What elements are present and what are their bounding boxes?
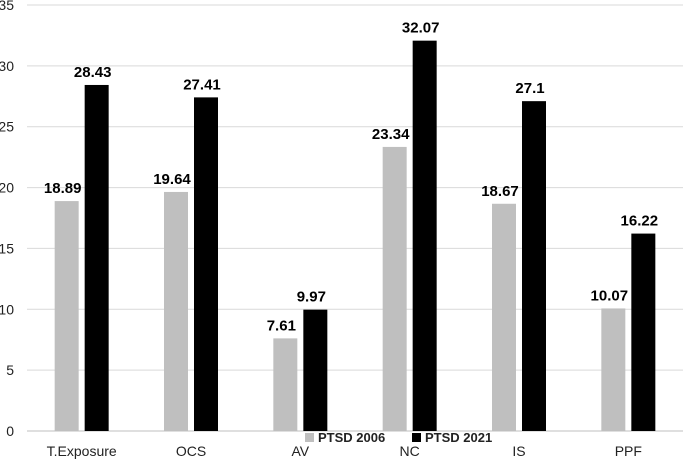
legend: PTSD 2006 PTSD 2021 [305,430,492,445]
data-label: 28.43 [74,64,112,81]
y-tick-label: 15 [0,240,14,256]
y-tick-label: 10 [0,301,14,317]
bar-ptsd-2006-t-exposure [54,201,79,431]
bar-ptsd-2006-ppf [601,308,626,431]
bar-ptsd-2021-ocs [194,97,218,432]
bar-ptsd-2006-av [273,338,298,431]
y-tick-label: 25 [0,119,14,135]
data-label: 27.41 [183,76,221,93]
gridlines [27,4,683,432]
x-axis: T.Exposure OCS AV NC IS PPF [47,443,642,459]
bar-ptsd-2006-is [492,203,516,431]
data-label: 27.1 [515,80,544,97]
x-tick-label: AV [292,443,310,459]
y-axis: 0 5 10 15 20 25 30 35 [0,0,14,439]
bar-ptsd-2006-ocs [164,191,188,431]
bar-ptsd-2021-is [522,101,546,431]
y-tick-label: 20 [0,180,14,196]
data-label: 18.89 [44,180,82,197]
legend-label-ptsd-2021: PTSD 2021 [425,430,492,445]
data-label: 18.67 [481,183,519,200]
data-label: 7.61 [267,317,296,334]
x-tick-label: OCS [176,443,206,459]
y-tick-label: 5 [6,362,14,378]
legend-swatch-ptsd-2021 [412,433,421,442]
data-label: 23.34 [372,126,410,143]
data-label: 10.07 [591,287,629,304]
bar-ptsd-2021-av [303,309,328,431]
data-label: 16.22 [621,213,659,230]
data-labels: 18.89 28.43 19.64 27.41 7.619.97 23.34 32.07 18… [44,20,658,335]
data-label: 32.07 [402,20,440,37]
y-tick-label: 35 [0,0,14,13]
bars [54,40,656,432]
x-tick-label: NC [400,443,420,459]
y-tick-label: 30 [0,58,14,74]
bar-ptsd-2021-t-exposure [84,84,109,432]
y-tick-label: 0 [6,423,14,439]
data-label: 19.64 [153,171,191,188]
data-label: 9.97 [297,289,326,306]
x-tick-label: PPF [615,443,642,459]
legend-swatch-ptsd-2006 [305,433,314,442]
legend-label-ptsd-2006: PTSD 2006 [318,430,385,445]
x-tick-label: T.Exposure [47,443,117,459]
bar-ptsd-2021-nc [412,40,437,431]
bar-ptsd-2021-ppf [631,233,656,431]
x-tick-label: IS [512,443,525,459]
bar-ptsd-2006-nc [382,146,407,431]
